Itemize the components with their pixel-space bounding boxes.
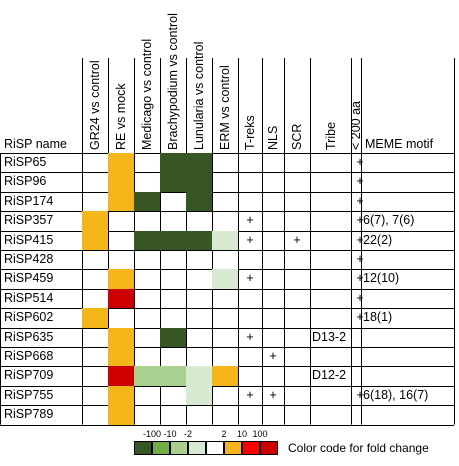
treks-mark: + [246,271,254,286]
meme-motif: 6(18), 16(7) [363,387,429,402]
treks-mark: + [246,387,254,402]
nls-mark: + [269,349,277,363]
aa-mark: + [356,155,364,169]
meme-motif: 12(10) [363,271,400,286]
legend-swatch [224,441,242,455]
fold-change-cell [108,405,134,425]
fold-change-cell [108,269,134,289]
legend-tick-label: 2 [221,429,227,439]
fold-change-cell [212,366,238,386]
risp-name: RiSP755 [4,387,54,402]
legend-swatch [260,441,278,455]
aa-mark: + [356,271,364,286]
fold-change-cell [82,308,108,328]
aa-mark: + [356,310,364,325]
risp-name: RiSP602 [4,310,54,325]
header-meme-motif: MEME motif [365,137,434,151]
fold-change-cell [82,211,108,231]
fold-change-cell [186,230,212,250]
fold-change-cell [160,230,186,250]
fold-change-cell [134,366,160,386]
fold-change-cell [186,172,212,192]
aa-mark: + [356,193,364,208]
fold-change-cell [108,172,134,192]
risp-name: RiSP514 [4,290,54,305]
legend-tick-label: -100 [142,429,162,439]
nls-mark: + [269,387,277,402]
risp-name: RiSP65 [4,155,47,169]
risp-name: RiSP635 [4,329,54,344]
fold-change-cell [212,269,238,289]
meme-motif: 6(7), 7(6) [363,213,415,228]
risp-name: RiSP96 [4,174,47,189]
fold-change-cell [108,347,134,367]
legend-swatch [134,441,152,455]
meme-motif: 22(2) [363,232,393,247]
fold-change-cell [160,327,186,347]
fold-change-cell [82,230,108,250]
legend-swatch [170,441,188,455]
legend-swatch [206,441,224,455]
fold-change-cell [108,153,134,173]
fold-change-cell [186,366,212,386]
legend-swatch [152,441,170,455]
tribe-value: D13-2 [312,329,347,344]
fold-change-cell [160,153,186,173]
risp-name: RiSP789 [4,407,54,422]
risp-name: RiSP709 [4,368,54,383]
fold-change-cell [212,230,238,250]
scr-mark: + [293,232,301,247]
fold-change-cell [186,385,212,406]
fold-change-cell [108,327,134,347]
aa-mark: + [356,232,364,247]
treks-mark: + [246,232,254,247]
tribe-value: D12-2 [312,368,347,383]
risp-name: RiSP668 [4,349,54,363]
treks-mark: + [246,213,254,228]
risp-name: RiSP174 [4,193,54,208]
treks-mark: + [246,329,254,344]
risp-name: RiSP459 [4,271,54,286]
fold-change-cell [108,288,134,309]
legend-tick-label: -10 [163,429,177,439]
fold-change-cell [186,153,212,173]
legend-swatch [242,441,260,455]
risp-name: RiSP428 [4,252,54,266]
aa-mark: + [356,290,364,305]
fold-change-cell [186,191,212,212]
fold-change-cell [160,366,186,386]
legend-tick-label: 10 [236,429,248,439]
header-risp-name: RiSP name [4,137,67,151]
aa-mark: + [356,252,364,266]
aa-mark: + [356,213,364,228]
risp-name: RiSP357 [4,213,54,228]
legend-swatch [188,441,206,455]
aa-mark: + [356,387,364,402]
legend-caption: Color code for fold change [288,441,429,455]
fold-change-cell [108,385,134,406]
fold-change-cell [134,191,160,212]
fold-change-cell [108,191,134,212]
risp-name: RiSP415 [4,232,54,247]
fold-change-cell [160,172,186,192]
aa-mark: + [356,174,364,189]
fold-change-cell [108,366,134,386]
meme-motif: 18(1) [363,310,393,325]
legend-tick-label: -2 [183,429,193,439]
legend-tick-label: 100 [252,429,268,439]
fold-change-cell [134,230,160,250]
